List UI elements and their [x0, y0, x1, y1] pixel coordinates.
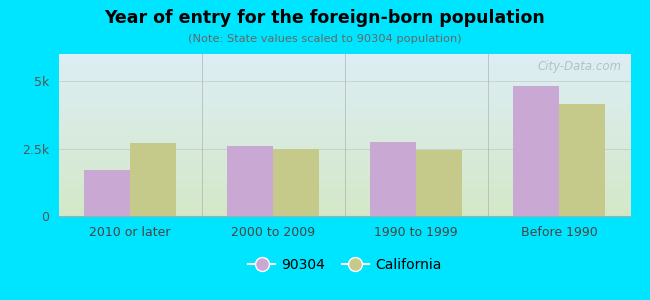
Text: (Note: State values scaled to 90304 population): (Note: State values scaled to 90304 popu…: [188, 34, 462, 44]
Text: Year of entry for the foreign-born population: Year of entry for the foreign-born popul…: [105, 9, 545, 27]
Bar: [273, 148, 318, 216]
Bar: [514, 86, 559, 216]
Bar: [370, 142, 416, 216]
Bar: [84, 170, 130, 216]
Text: City-Data.com: City-Data.com: [538, 61, 622, 74]
Bar: [416, 150, 462, 216]
Bar: [559, 104, 604, 216]
Bar: [130, 143, 176, 216]
Legend: 90304, California: 90304, California: [242, 252, 447, 277]
Bar: [227, 146, 273, 216]
